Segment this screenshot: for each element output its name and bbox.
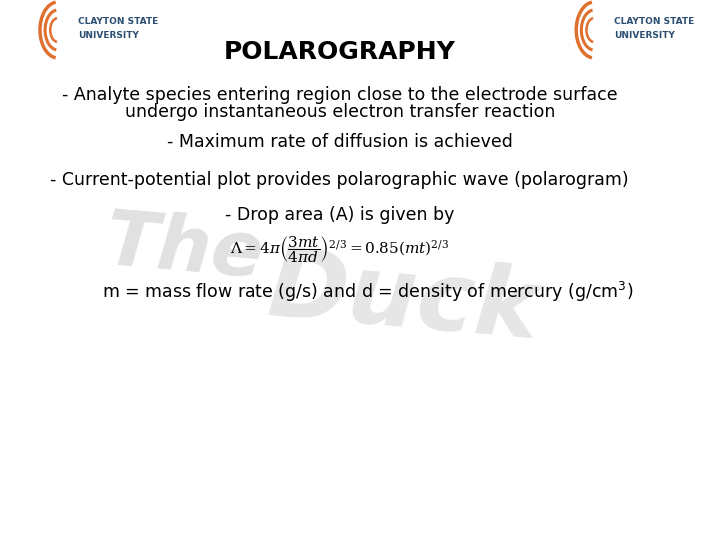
Text: CLAYTON STATE: CLAYTON STATE (614, 17, 695, 26)
Text: m = mass flow rate (g/s) and d = density of mercury (g/cm$^{3}$): m = mass flow rate (g/s) and d = density… (102, 280, 633, 304)
Text: - Analyte species entering region close to the electrode surface: - Analyte species entering region close … (62, 86, 618, 104)
Text: The: The (102, 206, 266, 294)
Text: - Current-potential plot provides polarographic wave (polarogram): - Current-potential plot provides polaro… (50, 171, 629, 189)
Text: POLAROGRAPHY: POLAROGRAPHY (224, 40, 456, 64)
Text: Duck: Duck (264, 242, 544, 358)
Text: - Maximum rate of diffusion is achieved: - Maximum rate of diffusion is achieved (167, 133, 513, 151)
Text: - Drop area (A) is given by: - Drop area (A) is given by (225, 206, 454, 224)
Text: undergo instantaneous electron transfer reaction: undergo instantaneous electron transfer … (125, 103, 555, 121)
Text: CLAYTON STATE: CLAYTON STATE (78, 17, 158, 26)
Text: $\Lambda = 4\pi\left(\dfrac{3mt}{4\pi d}\right)^{2/3} = 0.85(mt)^{2/3}$: $\Lambda = 4\pi\left(\dfrac{3mt}{4\pi d}… (230, 234, 449, 265)
Text: UNIVERSITY: UNIVERSITY (614, 30, 675, 39)
Text: UNIVERSITY: UNIVERSITY (78, 30, 139, 39)
